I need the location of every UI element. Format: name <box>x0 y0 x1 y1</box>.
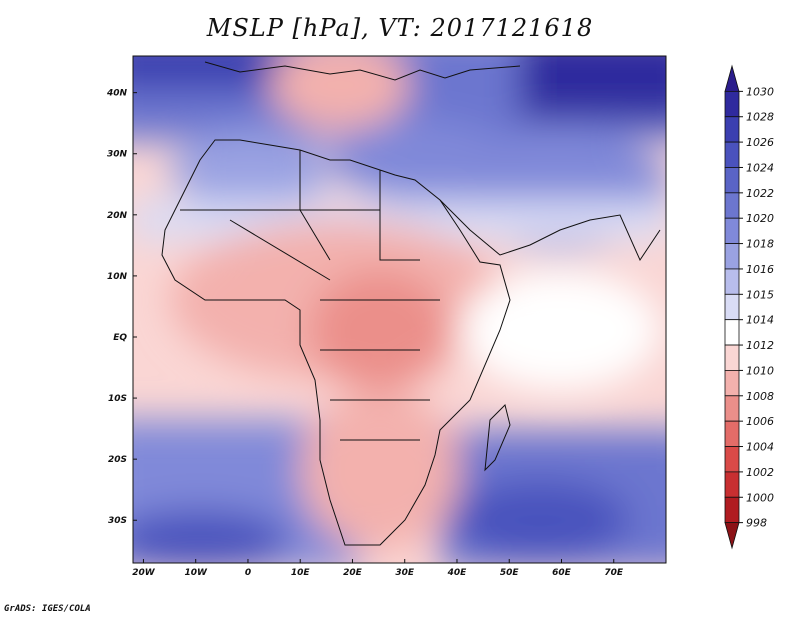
colorbar-label: 1026 <box>746 136 774 149</box>
colorbar-label: 1002 <box>746 466 774 479</box>
colorbar-label: 1006 <box>746 415 774 428</box>
colorbar-swatch <box>724 90 740 118</box>
colorbar-label: 1012 <box>746 339 774 352</box>
colorbar-swatch <box>724 395 740 422</box>
colorbar-label: 1015 <box>746 288 774 301</box>
colorbar-label: 1030 <box>746 85 774 98</box>
lat-label: EQ <box>113 333 127 343</box>
lon-label: 60E <box>552 568 572 578</box>
lon-label: 40E <box>447 568 468 578</box>
lon-label: 50E <box>500 568 520 578</box>
colorbar-label: 1028 <box>746 111 774 124</box>
colorbar-label: 1016 <box>746 263 774 276</box>
footer-credit: GrADS: IGES/COLA <box>4 604 91 614</box>
colorbar-swatch <box>724 141 740 168</box>
colorbar-swatch <box>724 496 740 524</box>
colorbar-swatch <box>724 293 740 321</box>
colorbar-label: 1008 <box>746 390 774 403</box>
lon-label: 10W <box>184 568 208 578</box>
lat-label: 30S <box>108 516 127 526</box>
colorbar-swatch <box>724 116 740 143</box>
colorbar-label: 1000 <box>746 491 774 504</box>
lon-label: 20W <box>132 568 156 578</box>
map-title: MSLP [hPa], VT: 2017121618 <box>206 14 594 42</box>
colorbar-swatch <box>724 268 740 295</box>
colorbar-swatch <box>724 192 740 219</box>
colorbar-swatch <box>724 370 740 397</box>
colorbar-swatch <box>724 64 740 92</box>
lat-label: 10N <box>107 272 128 282</box>
latitude-axis: 40N 30N 20N 10N EQ 10S 20S 30S <box>106 89 137 526</box>
colorbar-swatch <box>724 243 740 270</box>
lon-label: 20E <box>343 568 363 578</box>
colorbar-label: 1020 <box>746 212 774 225</box>
colorbar-swatch <box>724 344 740 371</box>
coastlines <box>161 61 661 546</box>
lon-label: 30E <box>395 568 415 578</box>
lon-label: 10E <box>291 568 311 578</box>
colorbar-label: 1018 <box>746 238 774 251</box>
map-frame <box>132 55 667 564</box>
lat-label: 20S <box>108 455 127 465</box>
colorbar: 1030 1028 1026 1024 1022 1020 1018 1016 1015 1014… <box>724 64 774 550</box>
colorbar-swatch <box>724 319 740 346</box>
colorbar-swatch <box>724 217 740 244</box>
colorbar-swatch <box>724 420 740 447</box>
pressure-field <box>133 56 666 563</box>
colorbar-label: 1014 <box>746 314 774 327</box>
lon-label: 70E <box>604 568 624 578</box>
colorbar-swatch <box>724 471 740 498</box>
longitude-axis: 20W 10W 0 10E 20E 30E 40E 50E 60E 70E <box>132 559 624 578</box>
colorbar-swatch <box>724 522 740 550</box>
colorbar-label: 1024 <box>746 161 774 174</box>
colorbar-swatch <box>724 167 740 194</box>
colorbar-label: 1004 <box>746 441 774 454</box>
colorbar-swatch <box>724 446 740 473</box>
colorbar-label: 998 <box>746 517 767 530</box>
colorbar-label: 1010 <box>746 364 774 377</box>
lat-label: 20N <box>107 211 128 221</box>
lat-label: 10S <box>108 394 127 404</box>
lat-label: 40N <box>106 89 128 99</box>
lon-label: 0 <box>245 568 251 578</box>
colorbar-label: 1022 <box>746 187 774 200</box>
lat-label: 30N <box>107 150 128 160</box>
